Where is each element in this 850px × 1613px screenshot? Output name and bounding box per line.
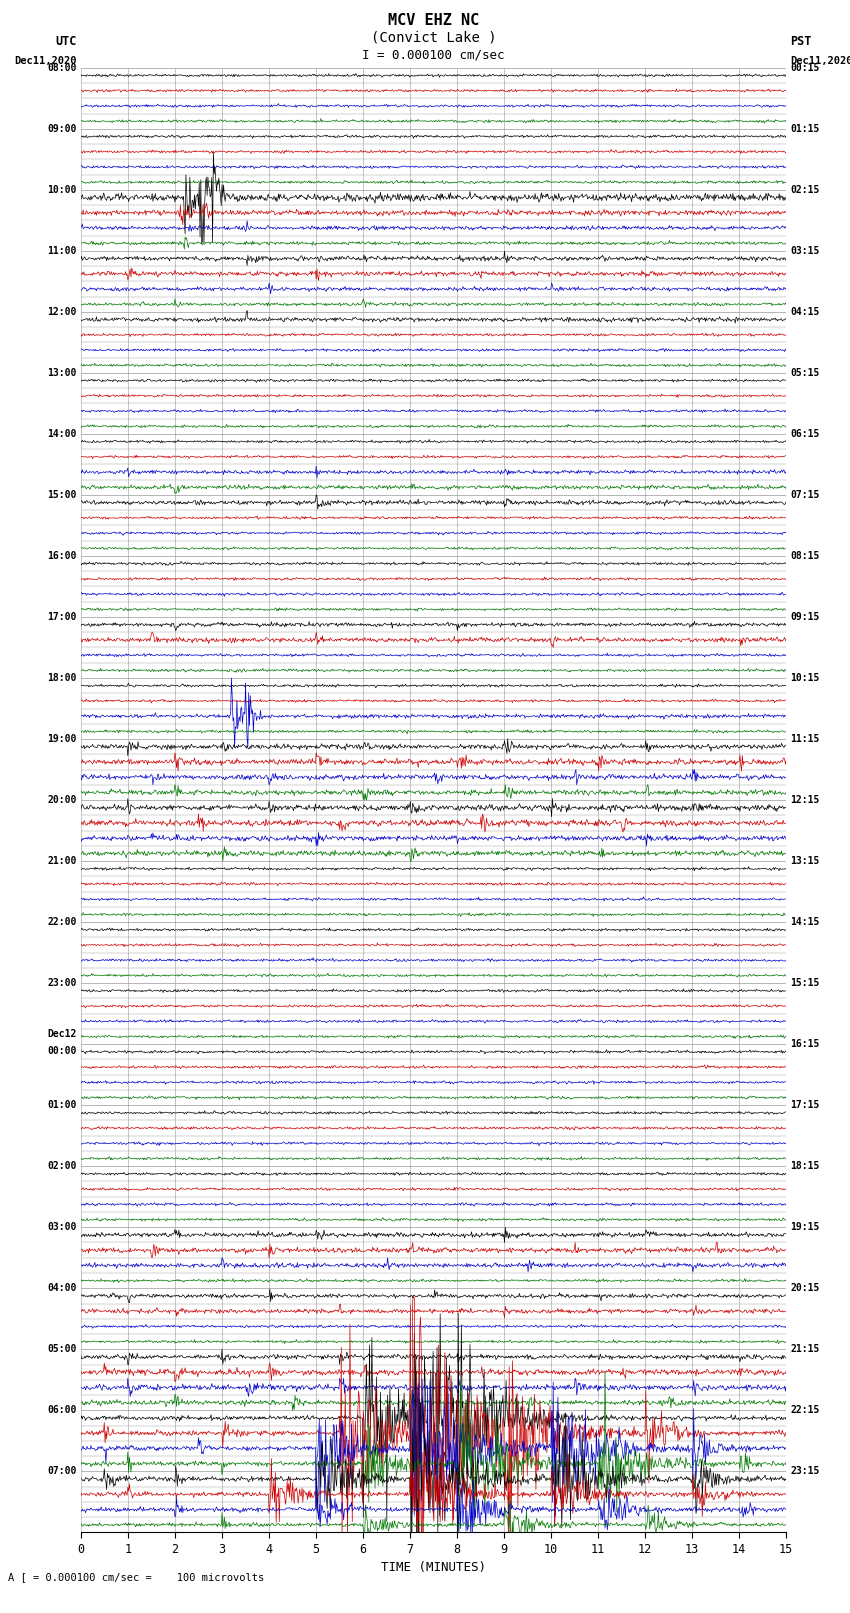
Text: 06:15: 06:15 bbox=[790, 429, 820, 439]
Text: 04:15: 04:15 bbox=[790, 306, 820, 316]
Text: 03:15: 03:15 bbox=[790, 245, 820, 256]
Text: 13:15: 13:15 bbox=[790, 857, 820, 866]
Text: 15:15: 15:15 bbox=[790, 977, 820, 989]
Text: 21:15: 21:15 bbox=[790, 1344, 820, 1355]
Text: (Convict Lake ): (Convict Lake ) bbox=[371, 31, 496, 45]
Text: 06:00: 06:00 bbox=[47, 1405, 76, 1415]
Text: 02:15: 02:15 bbox=[790, 185, 820, 195]
Text: 00:00: 00:00 bbox=[47, 1045, 76, 1057]
Text: UTC: UTC bbox=[55, 35, 76, 48]
Text: 08:00: 08:00 bbox=[47, 63, 76, 73]
Text: 01:00: 01:00 bbox=[47, 1100, 76, 1110]
Text: 13:00: 13:00 bbox=[47, 368, 76, 377]
Text: 23:00: 23:00 bbox=[47, 977, 76, 989]
Text: 22:15: 22:15 bbox=[790, 1405, 820, 1415]
Text: 17:15: 17:15 bbox=[790, 1100, 820, 1110]
Text: 18:15: 18:15 bbox=[790, 1161, 820, 1171]
Text: 08:15: 08:15 bbox=[790, 552, 820, 561]
X-axis label: TIME (MINUTES): TIME (MINUTES) bbox=[381, 1561, 486, 1574]
Text: 16:15: 16:15 bbox=[790, 1039, 820, 1048]
Text: I = 0.000100 cm/sec: I = 0.000100 cm/sec bbox=[362, 48, 505, 61]
Text: 11:15: 11:15 bbox=[790, 734, 820, 744]
Text: 12:00: 12:00 bbox=[47, 306, 76, 316]
Text: 07:00: 07:00 bbox=[47, 1466, 76, 1476]
Text: 12:15: 12:15 bbox=[790, 795, 820, 805]
Text: 21:00: 21:00 bbox=[47, 857, 76, 866]
Text: MCV EHZ NC: MCV EHZ NC bbox=[388, 13, 479, 27]
Text: 05:15: 05:15 bbox=[790, 368, 820, 377]
Text: 15:00: 15:00 bbox=[47, 490, 76, 500]
Text: 10:15: 10:15 bbox=[790, 673, 820, 682]
Text: 22:00: 22:00 bbox=[47, 918, 76, 927]
Text: 09:00: 09:00 bbox=[47, 124, 76, 134]
Text: 01:15: 01:15 bbox=[790, 124, 820, 134]
Text: 02:00: 02:00 bbox=[47, 1161, 76, 1171]
Text: Dec11,2020: Dec11,2020 bbox=[790, 56, 850, 66]
Text: 19:15: 19:15 bbox=[790, 1223, 820, 1232]
Text: 05:00: 05:00 bbox=[47, 1344, 76, 1355]
Text: 09:15: 09:15 bbox=[790, 611, 820, 623]
Text: 18:00: 18:00 bbox=[47, 673, 76, 682]
Text: 07:15: 07:15 bbox=[790, 490, 820, 500]
Text: 14:00: 14:00 bbox=[47, 429, 76, 439]
Text: 11:00: 11:00 bbox=[47, 245, 76, 256]
Text: 19:00: 19:00 bbox=[47, 734, 76, 744]
Text: A [ = 0.000100 cm/sec =    100 microvolts: A [ = 0.000100 cm/sec = 100 microvolts bbox=[8, 1573, 264, 1582]
Text: 23:15: 23:15 bbox=[790, 1466, 820, 1476]
Text: 04:00: 04:00 bbox=[47, 1284, 76, 1294]
Text: 00:15: 00:15 bbox=[790, 63, 820, 73]
Text: 03:00: 03:00 bbox=[47, 1223, 76, 1232]
Text: PST: PST bbox=[790, 35, 812, 48]
Text: 20:00: 20:00 bbox=[47, 795, 76, 805]
Text: 20:15: 20:15 bbox=[790, 1284, 820, 1294]
Text: 16:00: 16:00 bbox=[47, 552, 76, 561]
Text: 10:00: 10:00 bbox=[47, 185, 76, 195]
Text: Dec12: Dec12 bbox=[47, 1029, 76, 1039]
Text: 17:00: 17:00 bbox=[47, 611, 76, 623]
Text: 14:15: 14:15 bbox=[790, 918, 820, 927]
Text: Dec11,2020: Dec11,2020 bbox=[14, 56, 76, 66]
